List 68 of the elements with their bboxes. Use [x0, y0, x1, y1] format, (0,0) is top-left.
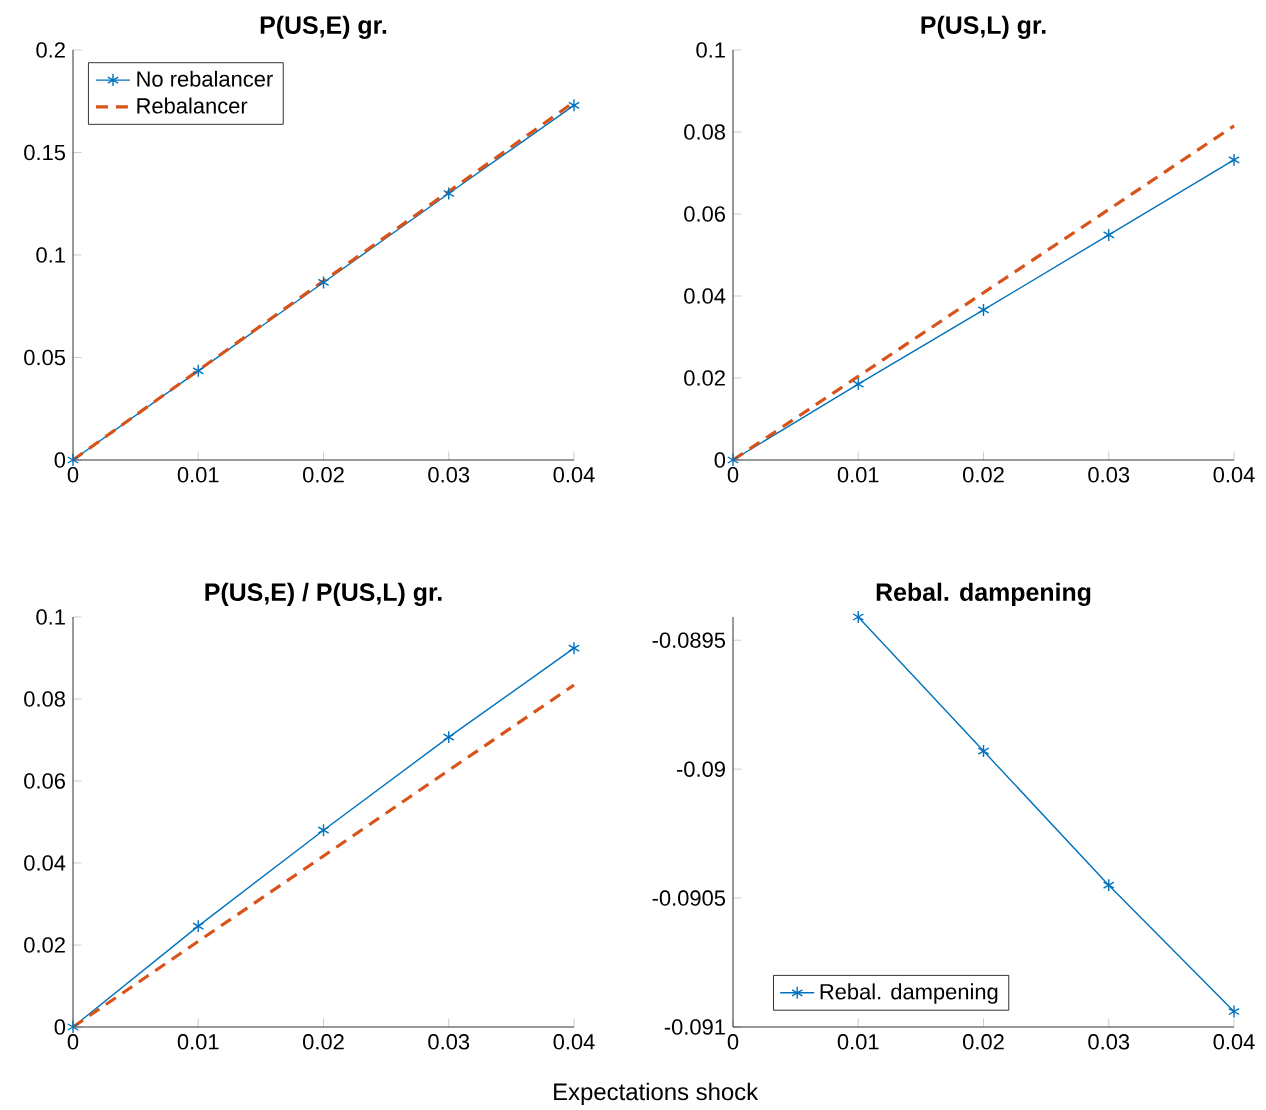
- legend-label: Rebalancer: [137, 97, 248, 114]
- x-tick-label: 0.02: [963, 467, 1004, 483]
- x-tick-label: 0: [727, 1034, 739, 1050]
- point: [192, 919, 205, 933]
- point: [1102, 878, 1115, 892]
- x-tick-label: 0.01: [837, 1034, 879, 1050]
- y-tick-label: 0.1: [696, 42, 725, 58]
- x-tick-label: 0.03: [1088, 467, 1130, 483]
- x-axis-title: Expectations shock: [554, 1082, 759, 1105]
- point: [568, 98, 580, 113]
- x-tick-label: 0.01: [837, 467, 879, 483]
- y-tick-label: 0.15: [24, 144, 66, 161]
- x-tick-label: 0.01: [177, 467, 219, 483]
- point: [568, 641, 580, 655]
- point: [977, 303, 990, 317]
- legend-label: Rebal. dampening: [820, 983, 998, 1004]
- x-tick-label: 0.01: [177, 1034, 219, 1050]
- y-tick-label: 0.04: [24, 855, 66, 871]
- legend-label: No rebalancer: [137, 70, 273, 87]
- y-tick-label: 0.05: [24, 349, 66, 366]
- y-tick-label: 0.06: [24, 773, 65, 789]
- point: [317, 823, 330, 837]
- x-tick-label: 0.02: [303, 1034, 344, 1050]
- y-tick-label: 0.02: [24, 937, 65, 953]
- point: [317, 275, 330, 290]
- point: [977, 744, 990, 758]
- x-tick-label: 0.02: [303, 467, 344, 483]
- y-tick-label: -0.0895: [652, 632, 726, 648]
- y-tick-label: 0.08: [684, 124, 725, 140]
- x-tick-label: 0.03: [428, 1034, 470, 1050]
- x-tick-label: 0.04: [553, 467, 595, 483]
- y-tick-label: 0.2: [36, 42, 65, 58]
- point: [852, 610, 865, 624]
- point: [1228, 153, 1240, 167]
- point: [442, 186, 455, 201]
- x-tick-label: 0: [727, 467, 739, 483]
- y-tick-label: 0.06: [684, 206, 725, 222]
- point: [1102, 228, 1115, 242]
- point: [727, 453, 739, 467]
- point: [192, 364, 205, 378]
- y-tick-label: -0.091: [664, 1019, 725, 1035]
- chart-title: P(US,E) gr.: [260, 15, 387, 39]
- x-tick-label: 0.04: [1213, 467, 1255, 483]
- y-tick-label: -0.0905: [652, 890, 726, 906]
- x-tick-label: 0.03: [428, 467, 470, 483]
- point: [852, 377, 865, 391]
- chart-title: P(US,E) / P(US,L) gr.: [205, 582, 442, 607]
- y-tick-label: 0.1: [36, 609, 65, 625]
- x-tick-label: 0.02: [963, 1034, 1004, 1050]
- x-tick-label: 0: [67, 1034, 79, 1050]
- y-tick-label: 0.1: [36, 247, 65, 263]
- point: [1228, 1004, 1240, 1019]
- y-tick-label: 0.08: [24, 691, 65, 707]
- chart-title: P(US,L) gr.: [921, 15, 1046, 39]
- chart-title: Rebal. dampening: [876, 582, 1091, 606]
- x-tick-label: 0.04: [553, 1034, 595, 1050]
- point: [67, 1020, 79, 1034]
- x-tick-label: 0.04: [1213, 1034, 1255, 1050]
- y-tick-label: 0.02: [684, 370, 725, 386]
- y-tick-label: 0: [54, 452, 66, 468]
- point: [67, 453, 79, 467]
- y-tick-label: 0: [54, 1019, 66, 1035]
- x-tick-label: 0.03: [1088, 1034, 1130, 1050]
- y-tick-label: 0: [714, 452, 726, 468]
- point: [442, 730, 455, 744]
- y-tick-label: 0.04: [684, 288, 726, 304]
- x-tick-label: 0: [67, 467, 79, 483]
- y-tick-label: -0.09: [676, 761, 725, 777]
